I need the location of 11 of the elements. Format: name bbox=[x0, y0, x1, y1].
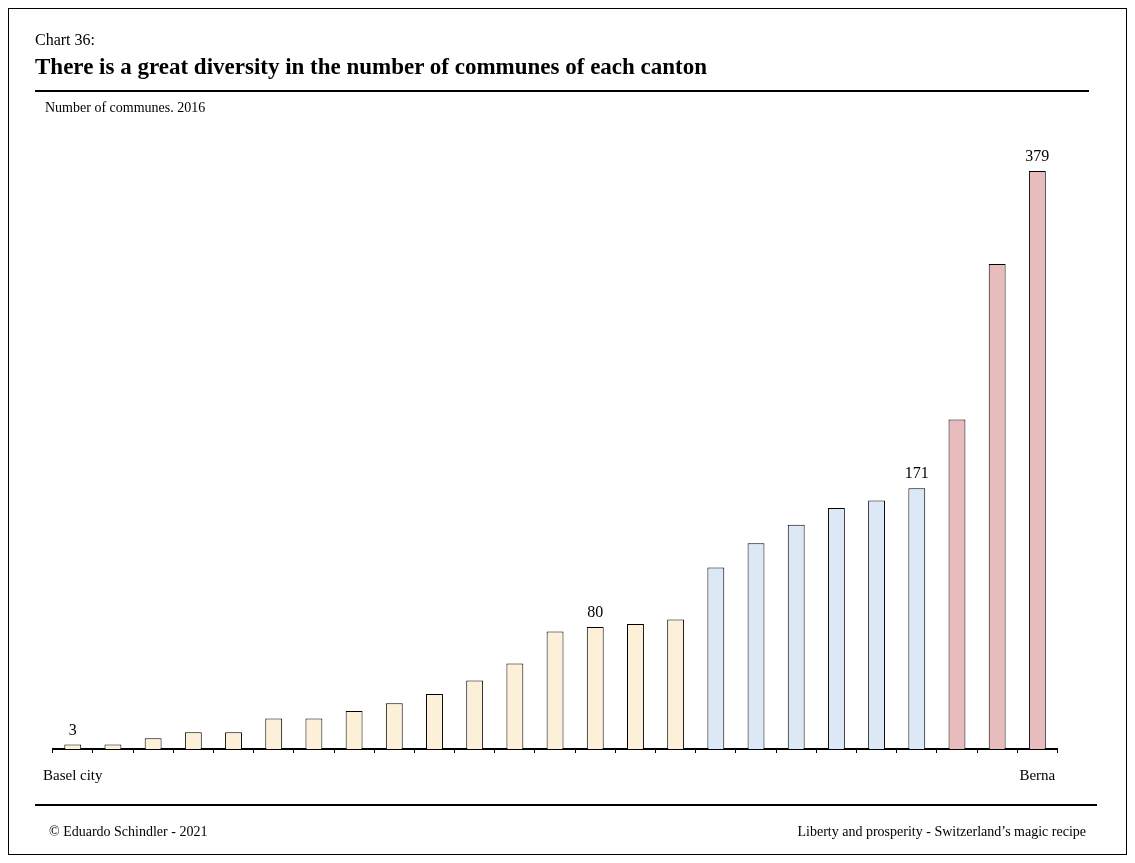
data-label: 171 bbox=[904, 464, 929, 482]
data-label: 379 bbox=[1025, 147, 1050, 165]
text: © Eduardo Schindler - 2021 bbox=[49, 824, 208, 840]
data-label: 80 bbox=[587, 603, 604, 621]
text: Liberty and prosperity - Switzerland’s magic recipe bbox=[797, 824, 1086, 840]
x-tick-label: Basel city bbox=[42, 766, 104, 783]
chart-subtitle: Number of communes. 2016 bbox=[45, 100, 206, 116]
caption: Chart 36: bbox=[35, 31, 95, 49]
data-label: 3 bbox=[68, 720, 77, 738]
chart-title: There is a great diversity in the number of communes of each canton bbox=[35, 54, 1089, 92]
x-tick-label: Berna bbox=[1019, 766, 1056, 783]
